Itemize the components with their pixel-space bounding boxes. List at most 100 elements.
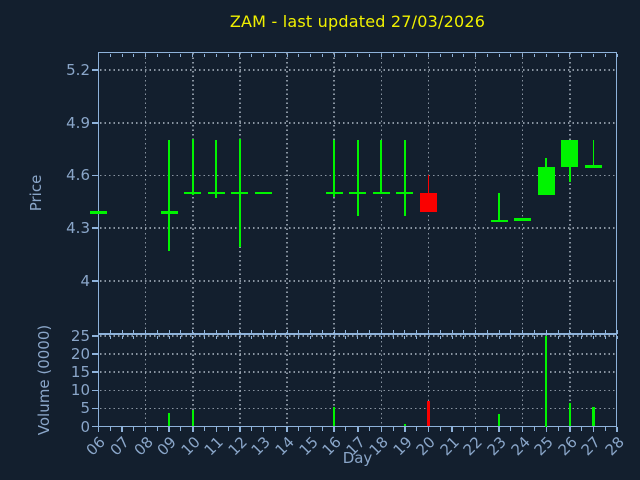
x-minor-tick-mark <box>357 330 359 334</box>
x-minor-tick-mark <box>227 427 229 431</box>
x-minor-tick-mark <box>392 335 394 339</box>
candle-body-day-9 <box>160 211 178 214</box>
x-minor-tick-mark <box>156 427 158 431</box>
x-minor-tick-mark <box>404 427 406 431</box>
x-minor-tick-mark <box>310 53 312 57</box>
x-minor-tick-mark <box>239 53 241 57</box>
volume-bar-day-16 <box>333 406 336 427</box>
x-minor-tick-mark <box>180 335 182 339</box>
x-minor-tick-mark <box>416 427 418 431</box>
candle-body-day-16 <box>325 191 343 195</box>
x-tick-label-text: 23 <box>483 433 510 460</box>
x-minor-tick-mark <box>145 330 147 334</box>
x-minor-tick-mark <box>404 53 406 57</box>
x-minor-tick-mark <box>274 330 276 334</box>
x-minor-tick-mark <box>463 427 465 431</box>
x-minor-tick-mark <box>133 427 135 431</box>
x-minor-tick-mark <box>369 330 371 334</box>
volume-bar-day-10 <box>191 409 194 427</box>
x-minor-tick-mark <box>204 53 206 57</box>
volume-bar-day-19 <box>403 423 406 427</box>
x-minor-tick-mark <box>239 427 241 431</box>
candle-body-day-13 <box>254 191 272 195</box>
x-minor-tick-mark <box>227 335 229 339</box>
x-minor-tick-mark <box>522 330 524 334</box>
gridline-horizontal-price <box>99 280 616 282</box>
volume-tick-label: 25 <box>70 327 90 345</box>
x-minor-tick-mark <box>345 53 347 57</box>
price-tick-mark <box>92 69 99 71</box>
gridline-vertical <box>286 53 288 426</box>
x-minor-tick-mark <box>569 53 571 57</box>
candle-wick-day-17 <box>356 140 359 216</box>
x-minor-tick-mark <box>616 330 618 334</box>
x-minor-tick-mark <box>204 335 206 339</box>
x-minor-tick-mark <box>510 53 512 57</box>
volume-tick-label: 15 <box>70 363 90 382</box>
x-minor-tick-mark <box>133 330 135 334</box>
volume-tick-mark <box>92 407 99 410</box>
gridline-vertical <box>333 53 335 426</box>
volume-bar-day-26 <box>568 402 571 427</box>
x-minor-tick-mark <box>168 53 170 57</box>
candle-body-day-10 <box>184 191 202 195</box>
candle-body-day-25 <box>537 166 555 195</box>
x-minor-tick-mark <box>439 427 441 431</box>
x-minor-tick-mark <box>251 330 253 334</box>
x-minor-tick-mark <box>545 427 547 431</box>
price-tick-mark <box>92 122 99 124</box>
x-minor-tick-mark <box>581 335 583 339</box>
x-minor-tick-mark <box>498 335 500 339</box>
x-minor-tick-mark <box>286 427 288 431</box>
x-minor-tick-mark <box>592 53 594 57</box>
x-minor-tick-mark <box>345 427 347 431</box>
x-minor-tick-mark <box>522 427 524 431</box>
x-minor-tick-mark <box>298 335 300 339</box>
candle-wick-day-16 <box>333 140 336 197</box>
x-tick-label-text: 28 <box>601 433 628 460</box>
x-minor-tick-mark <box>98 335 99 339</box>
x-minor-tick-mark <box>357 53 359 57</box>
x-minor-tick-mark <box>133 335 135 339</box>
x-minor-tick-mark <box>592 427 594 431</box>
price-tick-label: 4.6 <box>66 166 90 185</box>
x-minor-tick-mark <box>180 330 182 334</box>
candle-body-day-24 <box>514 218 532 221</box>
volume-tick-label: 20 <box>70 345 90 364</box>
x-minor-tick-mark <box>215 330 217 334</box>
x-minor-tick-mark <box>604 53 606 57</box>
x-minor-tick-mark <box>274 53 276 57</box>
x-minor-tick-mark <box>215 427 217 431</box>
volume-plot-area <box>98 334 617 427</box>
x-minor-tick-mark <box>145 53 147 57</box>
x-minor-tick-mark <box>581 330 583 334</box>
x-minor-tick-mark <box>569 335 571 339</box>
x-minor-tick-mark <box>168 330 170 334</box>
x-minor-tick-mark <box>545 53 547 57</box>
volume-bar-day-20 <box>427 400 430 427</box>
x-minor-tick-mark <box>380 330 382 334</box>
candle-body-day-27 <box>584 165 602 168</box>
volume-tick-mark <box>92 389 99 392</box>
x-minor-tick-mark <box>274 427 276 431</box>
x-minor-tick-mark <box>427 427 429 431</box>
x-minor-tick-mark <box>192 330 194 334</box>
x-minor-tick-mark <box>345 335 347 339</box>
x-minor-tick-mark <box>498 53 500 57</box>
x-minor-tick-mark <box>604 335 606 339</box>
x-minor-tick-mark <box>475 427 477 431</box>
x-minor-tick-mark <box>180 427 182 431</box>
volume-bar-day-25 <box>545 336 548 427</box>
x-minor-tick-mark <box>427 330 429 334</box>
x-minor-tick-mark <box>392 427 394 431</box>
x-minor-tick-mark <box>133 53 135 57</box>
x-axis-label: Day <box>342 449 373 467</box>
x-minor-tick-mark <box>486 330 488 334</box>
x-minor-tick-mark <box>204 330 206 334</box>
x-minor-tick-mark <box>581 427 583 431</box>
price-tick-label: 5.2 <box>66 61 90 80</box>
x-minor-tick-mark <box>357 427 359 431</box>
x-minor-tick-mark <box>204 427 206 431</box>
price-tick-mark <box>92 280 99 282</box>
